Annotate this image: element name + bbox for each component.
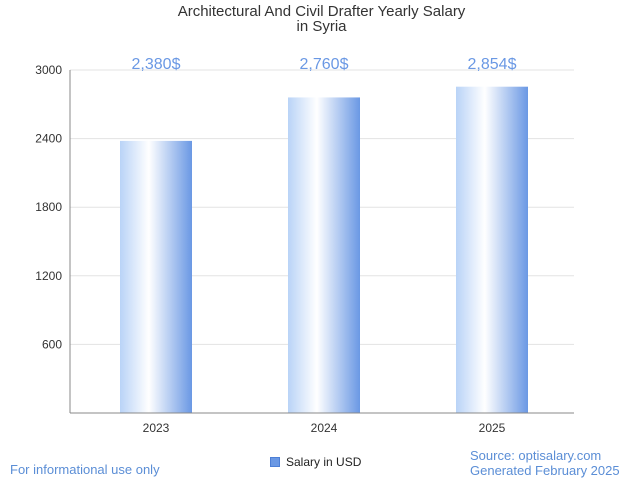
generated-text: Generated February 2025 — [470, 463, 620, 478]
disclaimer-text: For informational use only — [10, 462, 160, 477]
x-tick-label: 2024 — [311, 421, 338, 435]
y-tick-label: 2400 — [35, 132, 62, 146]
value-label: 2,380$ — [132, 56, 181, 73]
legend-label: Salary in USD — [286, 455, 362, 469]
chart-legend[interactable]: Salary in USD — [270, 455, 361, 469]
legend-swatch — [270, 457, 280, 467]
y-tick-label: 3000 — [35, 63, 62, 77]
y-tick-label: 1800 — [35, 200, 62, 214]
source-text[interactable]: Source: optisalary.com — [470, 448, 602, 463]
value-label: 2,760$ — [300, 56, 349, 73]
bar-2024 — [288, 97, 360, 413]
y-tick-label: 1200 — [35, 269, 62, 283]
bar-2023 — [120, 140, 192, 414]
y-tick-label: 600 — [42, 337, 62, 351]
source-info: Source: optisalary.com Generated Februar… — [470, 448, 620, 478]
chart-title: Architectural And Civil Drafter Yearly S… — [177, 3, 466, 20]
chart-subtitle: in Syria — [296, 18, 347, 35]
bar-2025 — [456, 86, 528, 414]
x-tick-label: 2023 — [143, 421, 170, 435]
x-tick-label: 2025 — [479, 421, 506, 435]
value-label: 2,854$ — [468, 56, 517, 73]
